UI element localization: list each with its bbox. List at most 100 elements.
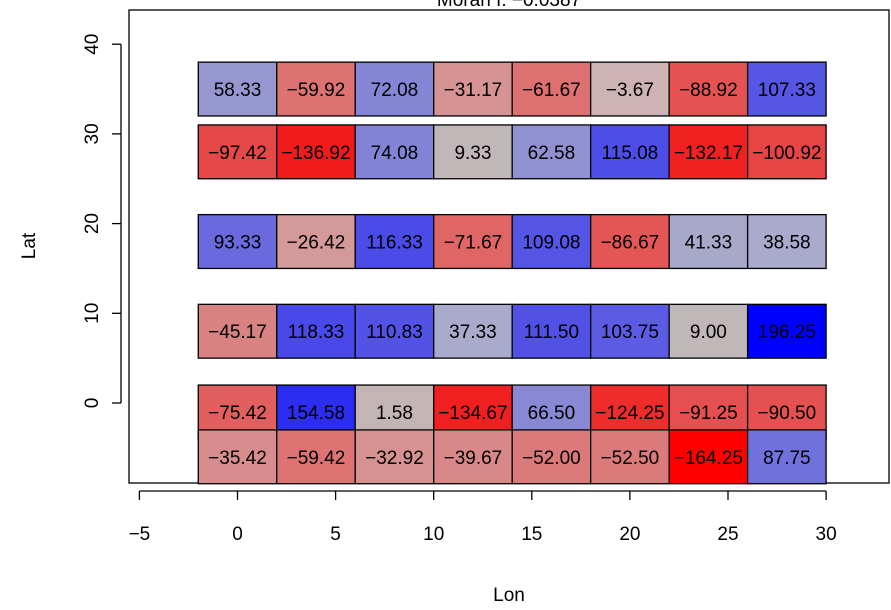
cell-value-label: 9.00 (690, 322, 727, 343)
x-tick-label: 30 (816, 524, 837, 545)
cell-value-label: 58.33 (214, 80, 262, 101)
heatmap-cell (354, 429, 435, 485)
cell-value-label: −26.42 (287, 233, 346, 254)
cell-value-label: 62.58 (528, 143, 576, 164)
cell-value-label: 109.08 (522, 233, 580, 254)
heatmap-cell (433, 61, 513, 117)
cell-value-label: 110.83 (366, 322, 423, 343)
heatmap-cell (746, 303, 827, 359)
cell-value-label: −52.50 (601, 448, 660, 469)
heatmap-cell (511, 124, 592, 180)
heatmap-cell (746, 61, 827, 117)
cell-value-label: −31.17 (444, 80, 503, 101)
cell-value-label: 107.33 (758, 80, 816, 101)
cell-value-label: 154.58 (287, 403, 345, 424)
x-axis-title: Lon (493, 585, 525, 606)
x-tick-label: 20 (619, 524, 640, 545)
cell-value-label: 9.33 (454, 143, 491, 164)
heatmap-cell (433, 213, 513, 270)
heatmap-cell (590, 429, 670, 485)
y-tick-label: 10 (82, 303, 103, 324)
cell-value-label: −52.00 (522, 448, 581, 469)
y-tick-label: 30 (82, 123, 103, 144)
heatmap-cell (668, 429, 749, 485)
cell-value-label: −39.67 (444, 448, 503, 469)
heatmap-cell (197, 61, 278, 117)
cell-value-label: −59.42 (287, 448, 346, 469)
cell-value-label: 118.33 (288, 322, 345, 343)
cell-value-label: 116.33 (366, 233, 423, 254)
cell-value-label: −132.17 (674, 143, 743, 164)
heatmap-cell (590, 213, 670, 270)
cell-value-label: −91.25 (679, 403, 738, 424)
cell-value-label: −88.92 (679, 80, 738, 101)
heatmap-cell (276, 303, 356, 359)
cell-value-label: −134.67 (438, 403, 507, 424)
heatmap-cell (354, 213, 435, 270)
heatmap-cell (668, 213, 749, 270)
heatmap-cell (590, 61, 670, 117)
cell-value-label: 87.75 (763, 448, 811, 469)
cell-value-label: 37.33 (449, 322, 497, 343)
heatmap-cell (668, 303, 749, 359)
heatmap-cell (276, 429, 356, 485)
cell-value-label: −97.42 (208, 143, 267, 164)
cell-value-label: −32.92 (365, 448, 424, 469)
heatmap-cell (511, 303, 592, 359)
x-tick-label: 0 (232, 524, 243, 545)
x-tick-label: 10 (423, 524, 444, 545)
cell-value-label: −61.67 (522, 80, 581, 101)
x-tick-label: −5 (129, 524, 151, 545)
y-tick-label: 40 (82, 34, 103, 55)
heatmap-cell (746, 124, 827, 180)
heatmap-cell (197, 124, 278, 180)
cell-value-label: −124.25 (595, 403, 664, 424)
cell-value-label: −86.67 (601, 233, 660, 254)
heatmap-cell (197, 213, 278, 270)
heatmap-cell (276, 124, 356, 180)
cell-value-label: 111.50 (524, 322, 579, 343)
heatmap-cell (590, 303, 670, 359)
heatmap-cell (668, 61, 749, 117)
cell-value-label: −136.92 (281, 143, 350, 164)
cell-value-label: −45.17 (208, 322, 267, 343)
cell-value-label: 74.08 (371, 143, 419, 164)
heatmap-cell (511, 213, 592, 270)
cell-value-label: −35.42 (208, 448, 267, 469)
x-axis: −5 0 5 10 15 20 25 30 (129, 490, 837, 545)
cell-value-label: 66.50 (528, 403, 576, 424)
cell-value-label: −75.42 (208, 403, 267, 424)
heatmap-cell (354, 303, 435, 359)
x-tick-label: 25 (717, 524, 738, 545)
plot-title: Moran I: −0.0387 (437, 0, 581, 11)
heatmap-cell (433, 303, 513, 359)
heatmap-cell (433, 124, 513, 180)
y-axis-title: Lat (19, 232, 40, 259)
heatmap-cell (354, 124, 435, 180)
cell-value-label: −3.67 (606, 80, 654, 101)
cell-value-label: −164.25 (674, 448, 743, 469)
heatmap-cell (197, 429, 278, 485)
heatmap-cell (433, 429, 513, 485)
cell-value-label: 38.58 (763, 233, 811, 254)
cell-value-label: −71.67 (444, 233, 503, 254)
cell-value-label: 1.58 (376, 403, 413, 424)
heatmap-cell (276, 213, 356, 270)
heatmap-cell (746, 429, 827, 485)
x-tick-label: 5 (330, 524, 341, 545)
cell-value-label: 103.75 (601, 322, 659, 343)
cell-value-label: 196.25 (758, 322, 816, 343)
heatmap-cell (276, 61, 356, 117)
cell-value-label: −90.50 (758, 403, 817, 424)
cell-value-label: −59.92 (287, 80, 346, 101)
cell-value-label: 72.08 (371, 80, 419, 101)
x-tick-label: 15 (521, 524, 542, 545)
cell-value-label: 41.33 (685, 233, 733, 254)
heatmap-cell (590, 124, 670, 180)
heatmap-cells: 58.33 −59.92 72.08 −31.17 −61.67 −3.67 −88.92 1… (197, 61, 827, 485)
cell-value-label: 115.08 (602, 143, 659, 164)
cell-value-label: −100.92 (752, 143, 821, 164)
y-axis: 0 10 20 30 40 (82, 34, 122, 408)
heatmap-cell (746, 213, 827, 270)
